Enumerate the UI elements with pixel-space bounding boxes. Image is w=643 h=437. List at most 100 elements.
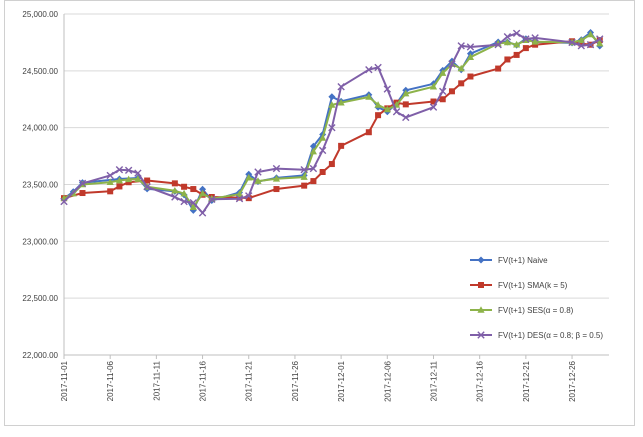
series-1 — [60, 29, 604, 214]
data-point — [374, 101, 382, 108]
y-tick-label: 23,500.00 — [22, 181, 58, 190]
data-point — [124, 166, 133, 174]
chart-area[interactable]: 25,000.00 24,500.00 24,000.00 23,500.00 23,0… — [4, 0, 635, 426]
y-tick-label: 24,500.00 — [22, 67, 58, 76]
data-point — [430, 98, 437, 105]
x-tick-label: 2017-12-16 — [476, 360, 485, 401]
series-line — [63, 32, 601, 214]
data-point — [208, 195, 216, 203]
legend-item: FV(t+1) Naive — [470, 256, 548, 265]
data-point — [458, 80, 465, 87]
data-point — [301, 182, 308, 189]
data-point — [60, 197, 68, 206]
legend-label: FV(t+1) DES(α = 0.8; β = 0.5) — [498, 331, 603, 340]
data-point — [375, 112, 382, 119]
data-point — [596, 35, 604, 43]
data-point — [318, 146, 327, 155]
data-point — [365, 66, 373, 74]
gridlines — [63, 13, 609, 359]
data-point — [328, 161, 335, 168]
data-point — [189, 203, 197, 211]
data-point — [568, 38, 576, 47]
data-point — [115, 176, 124, 184]
data-point — [531, 38, 539, 45]
data-point — [337, 98, 345, 106]
data-point — [134, 175, 142, 182]
y-tick-label: 22,500.00 — [22, 294, 58, 303]
data-point — [328, 101, 336, 108]
data-point — [310, 178, 317, 185]
data-point — [319, 168, 326, 175]
x-tick-label: 2017-12-26 — [568, 360, 577, 401]
data-point — [198, 189, 207, 197]
legend-item: FV(t+1) SMA(k = 5) — [470, 281, 568, 290]
data-point — [328, 93, 336, 101]
data-point — [439, 69, 447, 76]
data-point — [586, 30, 595, 38]
legend-marker — [477, 306, 485, 313]
data-point — [522, 45, 529, 52]
data-point — [125, 175, 133, 183]
series-4 — [60, 29, 604, 217]
data-point — [144, 177, 151, 184]
data-point — [466, 53, 475, 60]
data-point — [245, 195, 252, 202]
data-point — [532, 41, 539, 48]
data-point — [392, 108, 401, 116]
data-point — [467, 73, 474, 80]
data-point — [439, 87, 447, 95]
data-point — [374, 63, 382, 72]
data-point — [272, 175, 281, 182]
data-point — [503, 38, 511, 46]
legend-label: FV(t+1) SMA(k = 5) — [498, 281, 568, 290]
data-point — [522, 35, 530, 43]
data-point — [180, 189, 188, 197]
y-tick-label: 23,000.00 — [22, 237, 58, 246]
data-point — [254, 177, 262, 184]
x-tick-label: 2017-11-01 — [60, 360, 69, 401]
data-point — [236, 194, 243, 201]
data-point — [125, 179, 132, 186]
data-point — [577, 42, 585, 50]
legend-label: FV(t+1) Naive — [498, 256, 548, 265]
data-point — [116, 183, 123, 190]
data-point — [596, 39, 604, 47]
data-point — [245, 173, 253, 181]
data-point — [365, 93, 373, 100]
data-point — [190, 186, 197, 193]
legend: FV(t+1) Naive FV(t+1) SMA(k = 5) FV(t+1) S… — [470, 256, 603, 340]
data-point — [199, 185, 207, 193]
x-tick-label: 2017-11-21 — [245, 360, 254, 401]
y-tick-label: 22,000.00 — [22, 351, 58, 360]
data-point — [235, 190, 244, 197]
legend-item: FV(t+1) DES(α = 0.8; β = 0.5) — [470, 331, 603, 340]
data-point — [578, 40, 585, 47]
x-tick-label: 2017-11-11 — [152, 360, 161, 400]
data-point — [383, 85, 391, 93]
data-point — [586, 40, 595, 49]
x-tick-label: 2017-12-11 — [429, 360, 438, 401]
data-point — [402, 89, 410, 97]
y-tick-label: 25,000.00 — [22, 10, 58, 19]
data-point — [273, 186, 280, 193]
data-point — [457, 64, 465, 72]
data-point — [79, 190, 86, 197]
data-point — [171, 193, 179, 201]
data-point — [143, 183, 151, 191]
data-point — [171, 186, 179, 194]
data-point — [448, 60, 456, 68]
data-point — [439, 96, 446, 103]
data-point — [503, 33, 512, 41]
data-point — [513, 40, 521, 48]
data-point — [577, 36, 585, 44]
series-line — [63, 39, 601, 200]
data-point — [495, 65, 502, 72]
data-point — [402, 101, 409, 108]
data-point — [513, 51, 520, 58]
data-point — [106, 171, 114, 180]
data-point — [494, 40, 502, 49]
legend-item: FV(t+1) SES(α = 0.8) — [470, 306, 574, 315]
y-axis-tick-labels: 25,000.00 24,500.00 24,000.00 23,500.00 23,0… — [22, 10, 58, 360]
series-2 — [61, 37, 603, 202]
legend-marker — [477, 331, 485, 339]
